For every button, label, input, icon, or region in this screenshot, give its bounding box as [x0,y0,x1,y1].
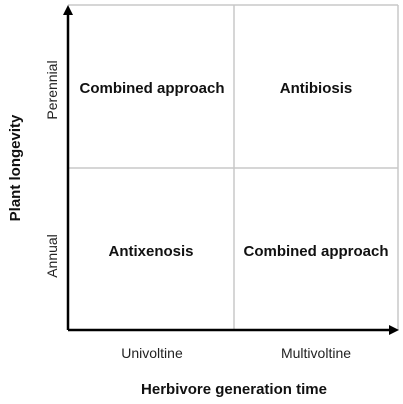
y-axis-title: Plant longevity [7,114,24,221]
x-category-univoltine: Univoltine [121,345,183,361]
y-category-annual: Annual [44,234,60,278]
cell-top-left-label: Combined approach [79,80,224,97]
cell-top-right-label: Antibiosis [280,80,353,97]
x-category-multivoltine: Multivoltine [281,345,351,361]
x-axis-title: Herbivore generation time [141,381,327,398]
cell-bottom-right-label: Combined approach [243,243,388,260]
y-category-perennial: Perennial [44,60,60,119]
cell-bottom-left-label: Antixenosis [108,243,193,260]
